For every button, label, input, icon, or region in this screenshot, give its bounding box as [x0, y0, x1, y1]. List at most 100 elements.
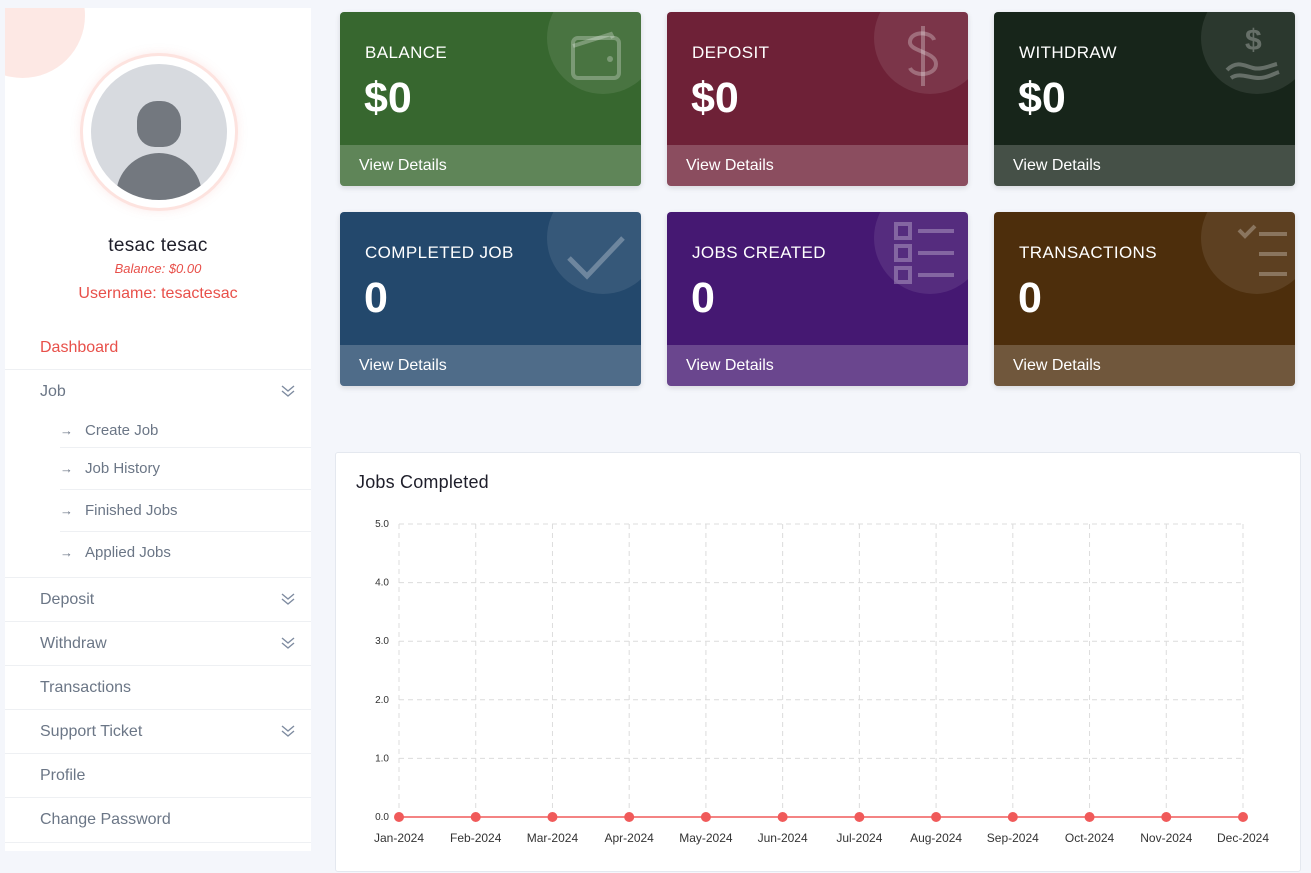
card-label: DEPOSIT	[692, 43, 770, 62]
view-details-link[interactable]: View Details	[994, 145, 1295, 186]
svg-text:$: $	[1245, 24, 1262, 57]
data-point	[700, 812, 711, 822]
sidebar-item-label: Dashboard	[40, 339, 119, 356]
chevron-down-icon[interactable]	[281, 724, 295, 738]
jobs-created-card: JOBS CREATED 0 View Details	[667, 212, 968, 386]
sidebar-item-deposit[interactable]: Deposit	[5, 578, 311, 622]
submenu-item-label: Job History	[85, 460, 161, 477]
wallet-icon	[571, 31, 621, 80]
sidebar-item-profile[interactable]: Profile	[5, 754, 311, 798]
sidebar-item-label: Withdraw	[40, 635, 107, 652]
y-tick-label: 0.0	[375, 812, 389, 823]
data-point	[1084, 812, 1095, 822]
withdraw-hand-icon: $	[1225, 24, 1280, 81]
x-tick-label: Jul-2024	[836, 831, 882, 845]
sidebar-item-transactions[interactable]: Transactions	[5, 666, 311, 710]
submenu-item-label: Create Job	[85, 422, 159, 439]
sidebar-item-label: Profile	[40, 767, 86, 784]
task-list-icon	[1237, 224, 1287, 276]
data-point	[1238, 812, 1248, 822]
transactions-card: TRANSACTIONS 0 View Details	[994, 212, 1295, 386]
y-tick-label: 4.0	[375, 578, 389, 589]
submenu-item-label: Applied Jobs	[85, 544, 171, 561]
view-details-link[interactable]: View Details	[667, 145, 968, 186]
checklist-icon	[894, 222, 954, 284]
card-label: JOBS CREATED	[692, 243, 826, 262]
withdraw-card: $ WITHDRAW $0 View Details	[994, 12, 1295, 186]
avatar[interactable]	[91, 64, 227, 200]
arrow-right-icon: →	[60, 503, 73, 518]
submenu-item-applied-jobs[interactable]: → Applied Jobs	[60, 532, 311, 577]
card-label: COMPLETED JOB	[365, 243, 514, 262]
submenu-item-job-history[interactable]: → Job History	[60, 448, 311, 490]
y-tick-label: 1.0	[375, 753, 389, 764]
arrow-right-icon: →	[60, 545, 73, 560]
x-tick-label: Dec-2024	[1217, 831, 1269, 845]
sidebar-item-label: Transactions	[40, 679, 131, 696]
card-value: 0	[691, 274, 715, 322]
jobs-completed-chart: 0.0 1.0 2.0 3.0 4.0 5.0 Jan-2024 Feb-2024 Mar-20…	[374, 519, 1269, 845]
sidebar-nav: Dashboard Job → Create Job → Job History →…	[5, 326, 311, 843]
user-username: Username: tesactesac	[78, 285, 238, 302]
data-point	[624, 812, 635, 822]
x-tick-label: May-2024	[679, 831, 733, 845]
job-submenu: → Create Job → Job History → Finished Jobs …	[5, 414, 311, 578]
data-point	[547, 812, 558, 822]
y-tick-label: 3.0	[375, 636, 389, 647]
card-label: TRANSACTIONS	[1019, 243, 1157, 262]
card-value: $0	[1018, 74, 1066, 122]
dollar-icon	[908, 26, 939, 86]
x-tick-label: Feb-2024	[450, 831, 502, 845]
sidebar-item-label: Change Password	[40, 811, 171, 828]
card-value: $0	[364, 74, 412, 122]
chart-title: Jobs Completed	[356, 472, 489, 492]
sidebar-item-change-password[interactable]: Change Password	[5, 798, 311, 843]
jobs-completed-panel: Jobs Completed 0.0 1.0 2.0 3.0 4.0 5.0 Jan-202…	[335, 452, 1301, 872]
x-tick-label: Nov-2024	[1140, 831, 1192, 845]
data-point	[931, 812, 942, 822]
sidebar-item-dashboard[interactable]: Dashboard	[5, 326, 311, 370]
sidebar-decoration	[5, 8, 85, 78]
card-value: 0	[1018, 274, 1042, 322]
x-tick-label: Jun-2024	[758, 831, 808, 845]
arrow-right-icon: →	[60, 461, 73, 476]
x-tick-label: Aug-2024	[910, 831, 962, 845]
view-details-link[interactable]: View Details	[340, 145, 641, 186]
sidebar-item-job[interactable]: Job	[5, 370, 311, 414]
view-details-link[interactable]: View Details	[340, 345, 641, 386]
chevron-down-icon[interactable]	[281, 592, 295, 606]
sidebar-item-label: Deposit	[40, 591, 95, 608]
user-name: tesac tesac	[108, 235, 208, 256]
x-tick-label: Mar-2024	[527, 831, 579, 845]
view-details-link[interactable]: View Details	[667, 345, 968, 386]
submenu-item-label: Finished Jobs	[85, 502, 178, 519]
data-point	[1161, 812, 1172, 822]
avatar-body-icon	[116, 153, 202, 200]
data-point	[394, 812, 404, 822]
data-point	[470, 812, 481, 822]
chevron-down-icon[interactable]	[281, 384, 295, 398]
card-value: $0	[691, 74, 739, 122]
x-tick-label: Jan-2024	[374, 831, 424, 845]
user-balance: Balance: $0.00	[114, 261, 202, 276]
y-tick-label: 2.0	[375, 695, 389, 706]
view-details-link[interactable]: View Details	[994, 345, 1295, 386]
sidebar-item-label: Support Ticket	[40, 723, 143, 740]
data-point	[1007, 812, 1018, 822]
data-point	[854, 812, 865, 822]
deposit-card: DEPOSIT $0 View Details	[667, 12, 968, 186]
x-tick-label: Sep-2024	[987, 831, 1039, 845]
completed-job-card: COMPLETED JOB 0 View Details	[340, 212, 641, 386]
submenu-item-finished-jobs[interactable]: → Finished Jobs	[60, 490, 311, 532]
balance-card: BALANCE $0 View Details	[340, 12, 641, 186]
sidebar-item-label: Job	[40, 383, 66, 400]
sidebar-item-withdraw[interactable]: Withdraw	[5, 622, 311, 666]
x-tick-label: Apr-2024	[604, 831, 654, 845]
arrow-right-icon: →	[60, 423, 73, 438]
chevron-down-icon[interactable]	[281, 636, 295, 650]
sidebar-item-support-ticket[interactable]: Support Ticket	[5, 710, 311, 754]
submenu-item-create-job[interactable]: → Create Job	[60, 414, 311, 448]
card-label: BALANCE	[365, 43, 448, 62]
card-label: WITHDRAW	[1019, 43, 1117, 62]
checkmark-icon	[567, 236, 625, 280]
